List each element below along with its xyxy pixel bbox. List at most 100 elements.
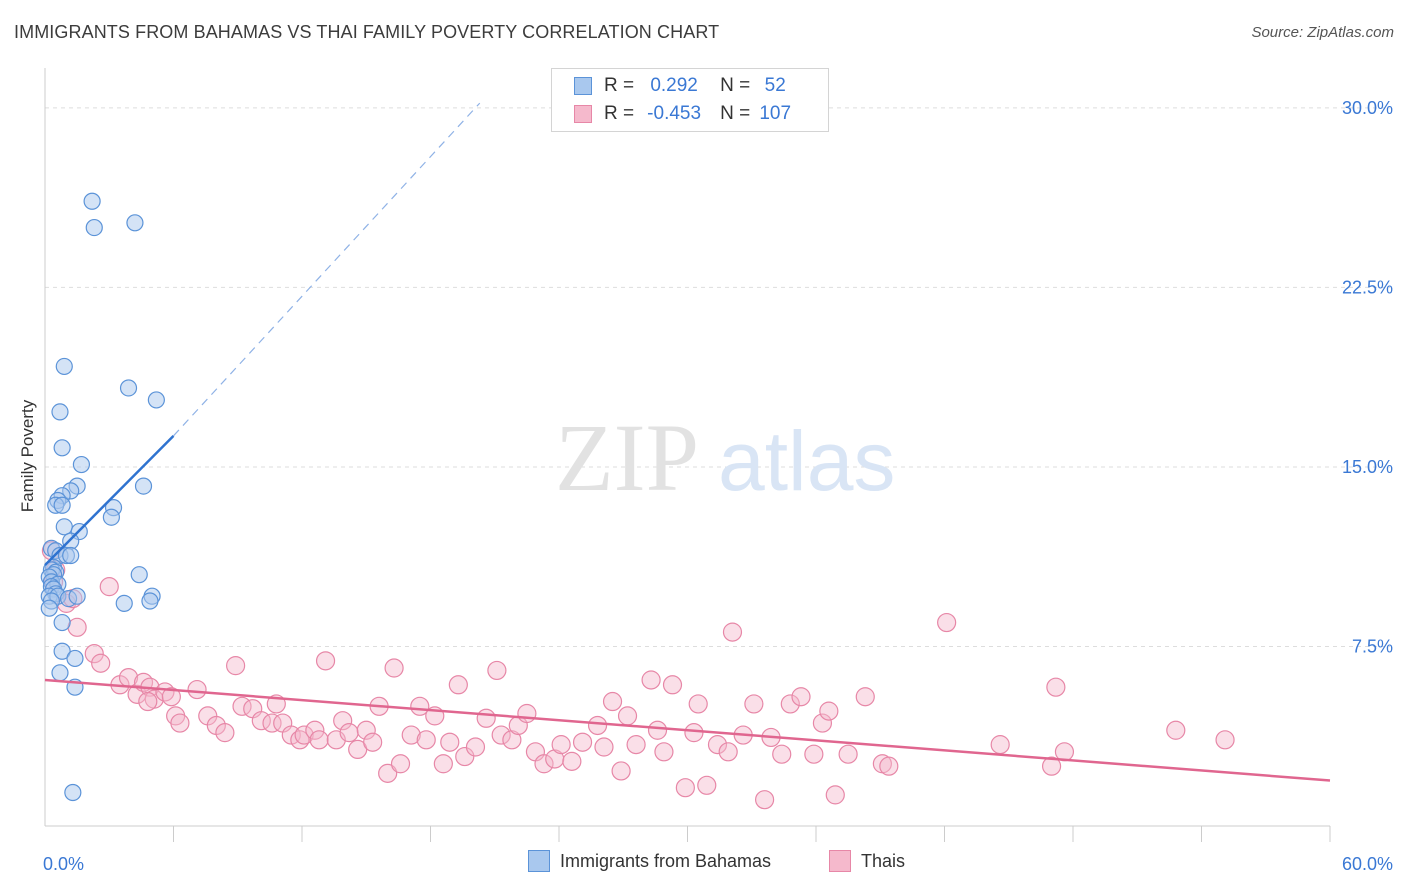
thais-point bbox=[1046, 677, 1066, 697]
thais-point bbox=[697, 775, 717, 795]
thais-point bbox=[617, 706, 638, 726]
watermark-zip: ZIP bbox=[555, 404, 699, 511]
bahamas-point bbox=[64, 783, 82, 802]
thais-point bbox=[718, 742, 738, 762]
bahamas-point bbox=[68, 587, 86, 605]
thais-point bbox=[309, 730, 329, 750]
bahamas-point bbox=[62, 532, 80, 550]
thais-point bbox=[99, 577, 119, 597]
bahamas-point bbox=[55, 518, 73, 536]
thais-point bbox=[465, 737, 486, 757]
thais-point bbox=[315, 651, 336, 671]
chart-title: IMMIGRANTS FROM BAHAMAS VS THAI FAMILY P… bbox=[14, 22, 720, 42]
thais-point bbox=[825, 785, 845, 805]
series-legend: Immigrants from Bahamas Thais bbox=[0, 850, 1406, 878]
bahamas-point bbox=[72, 455, 91, 474]
legend-n-label: N = bbox=[720, 75, 751, 96]
series-swatch-pink bbox=[829, 850, 851, 872]
thais-point bbox=[754, 790, 775, 810]
grid-lines bbox=[45, 107, 1390, 647]
watermark: ZIP atlas bbox=[555, 404, 895, 511]
thais-point bbox=[502, 730, 522, 750]
thais-point bbox=[647, 720, 668, 740]
thais-point bbox=[602, 691, 623, 712]
bahamas-point bbox=[53, 496, 71, 514]
thais-point bbox=[626, 735, 646, 755]
thais-point bbox=[416, 730, 436, 750]
thais-point bbox=[333, 711, 353, 731]
thais-point bbox=[84, 644, 104, 664]
bahamas-point bbox=[66, 649, 84, 668]
thais-points bbox=[41, 541, 1235, 810]
thais-point bbox=[363, 732, 383, 752]
trend-lines bbox=[44, 102, 1331, 782]
bahamas-point bbox=[115, 594, 133, 612]
series-legend-thais: Thais bbox=[829, 850, 905, 872]
thais-point bbox=[215, 723, 235, 743]
chart-source: Source: ZipAtlas.com bbox=[1251, 24, 1394, 41]
bahamas-point bbox=[53, 439, 71, 457]
thais-point bbox=[812, 713, 833, 733]
x-tick-label: 60.0% bbox=[1342, 854, 1393, 874]
bahamas-point bbox=[55, 357, 73, 376]
bahamas-trend-line bbox=[44, 434, 175, 566]
bahamas-point bbox=[85, 218, 103, 237]
thais-point bbox=[534, 754, 554, 774]
bahamas-point bbox=[53, 613, 71, 632]
thais-point bbox=[654, 742, 674, 762]
series-legend-bahamas: Immigrants from Bahamas bbox=[528, 850, 771, 872]
thais-point bbox=[1166, 720, 1186, 740]
thais-point bbox=[170, 713, 190, 733]
thais-point bbox=[879, 756, 899, 776]
thais-point bbox=[226, 656, 246, 676]
correlation-legend: R = 0.292 N = 52 R = -0.453 N = 107 bbox=[551, 68, 829, 132]
bahamas-point bbox=[51, 664, 69, 682]
bahamas-point bbox=[51, 403, 69, 421]
bahamas-point bbox=[126, 214, 144, 232]
axes bbox=[44, 68, 1331, 842]
bahamas-point bbox=[147, 391, 165, 409]
thais-point bbox=[476, 708, 496, 728]
thais-point bbox=[838, 744, 858, 764]
y-tick-label: 15.0% bbox=[1342, 457, 1393, 477]
thais-point bbox=[491, 725, 511, 745]
legend-swatch-blue bbox=[574, 77, 592, 95]
thais-point bbox=[390, 754, 411, 774]
series-legend-label: Immigrants from Bahamas bbox=[560, 850, 772, 871]
legend-n-value: 107 bbox=[759, 103, 792, 124]
bahamas-point bbox=[62, 546, 80, 565]
thais-point bbox=[356, 720, 376, 740]
thais-point bbox=[487, 660, 507, 681]
thais-point bbox=[455, 746, 475, 767]
thais-point bbox=[187, 679, 207, 700]
legend-r-value: 0.292 bbox=[650, 75, 698, 96]
thais-point bbox=[641, 670, 661, 690]
thais-point bbox=[1041, 756, 1062, 776]
thais-point bbox=[91, 653, 111, 673]
thais-point bbox=[594, 737, 614, 757]
thais-point bbox=[551, 735, 571, 755]
thais-point bbox=[688, 694, 708, 714]
bahamas-point bbox=[119, 379, 138, 397]
y-axis-title: Family Poverty bbox=[18, 399, 37, 513]
thais-point bbox=[562, 751, 582, 771]
legend-row-bahamas: R = 0.292 N = 52 bbox=[574, 73, 800, 99]
thais-point bbox=[819, 701, 839, 721]
thais-point bbox=[990, 735, 1010, 755]
thais-point bbox=[707, 735, 728, 755]
bahamas-point bbox=[83, 192, 101, 210]
legend-r-value: -0.453 bbox=[647, 103, 702, 124]
thais-point bbox=[780, 694, 800, 714]
thais-point bbox=[433, 754, 453, 774]
legend-n-value: 52 bbox=[764, 75, 786, 96]
bahamas-point bbox=[141, 592, 159, 610]
thais-point bbox=[791, 687, 811, 707]
legend-r-label: R = bbox=[604, 103, 635, 124]
thais-point bbox=[378, 763, 398, 783]
thais-point bbox=[262, 713, 282, 733]
thais-point bbox=[744, 694, 764, 714]
bahamas-point bbox=[130, 566, 148, 584]
thais-point bbox=[1215, 730, 1235, 750]
thais-point bbox=[587, 715, 608, 736]
